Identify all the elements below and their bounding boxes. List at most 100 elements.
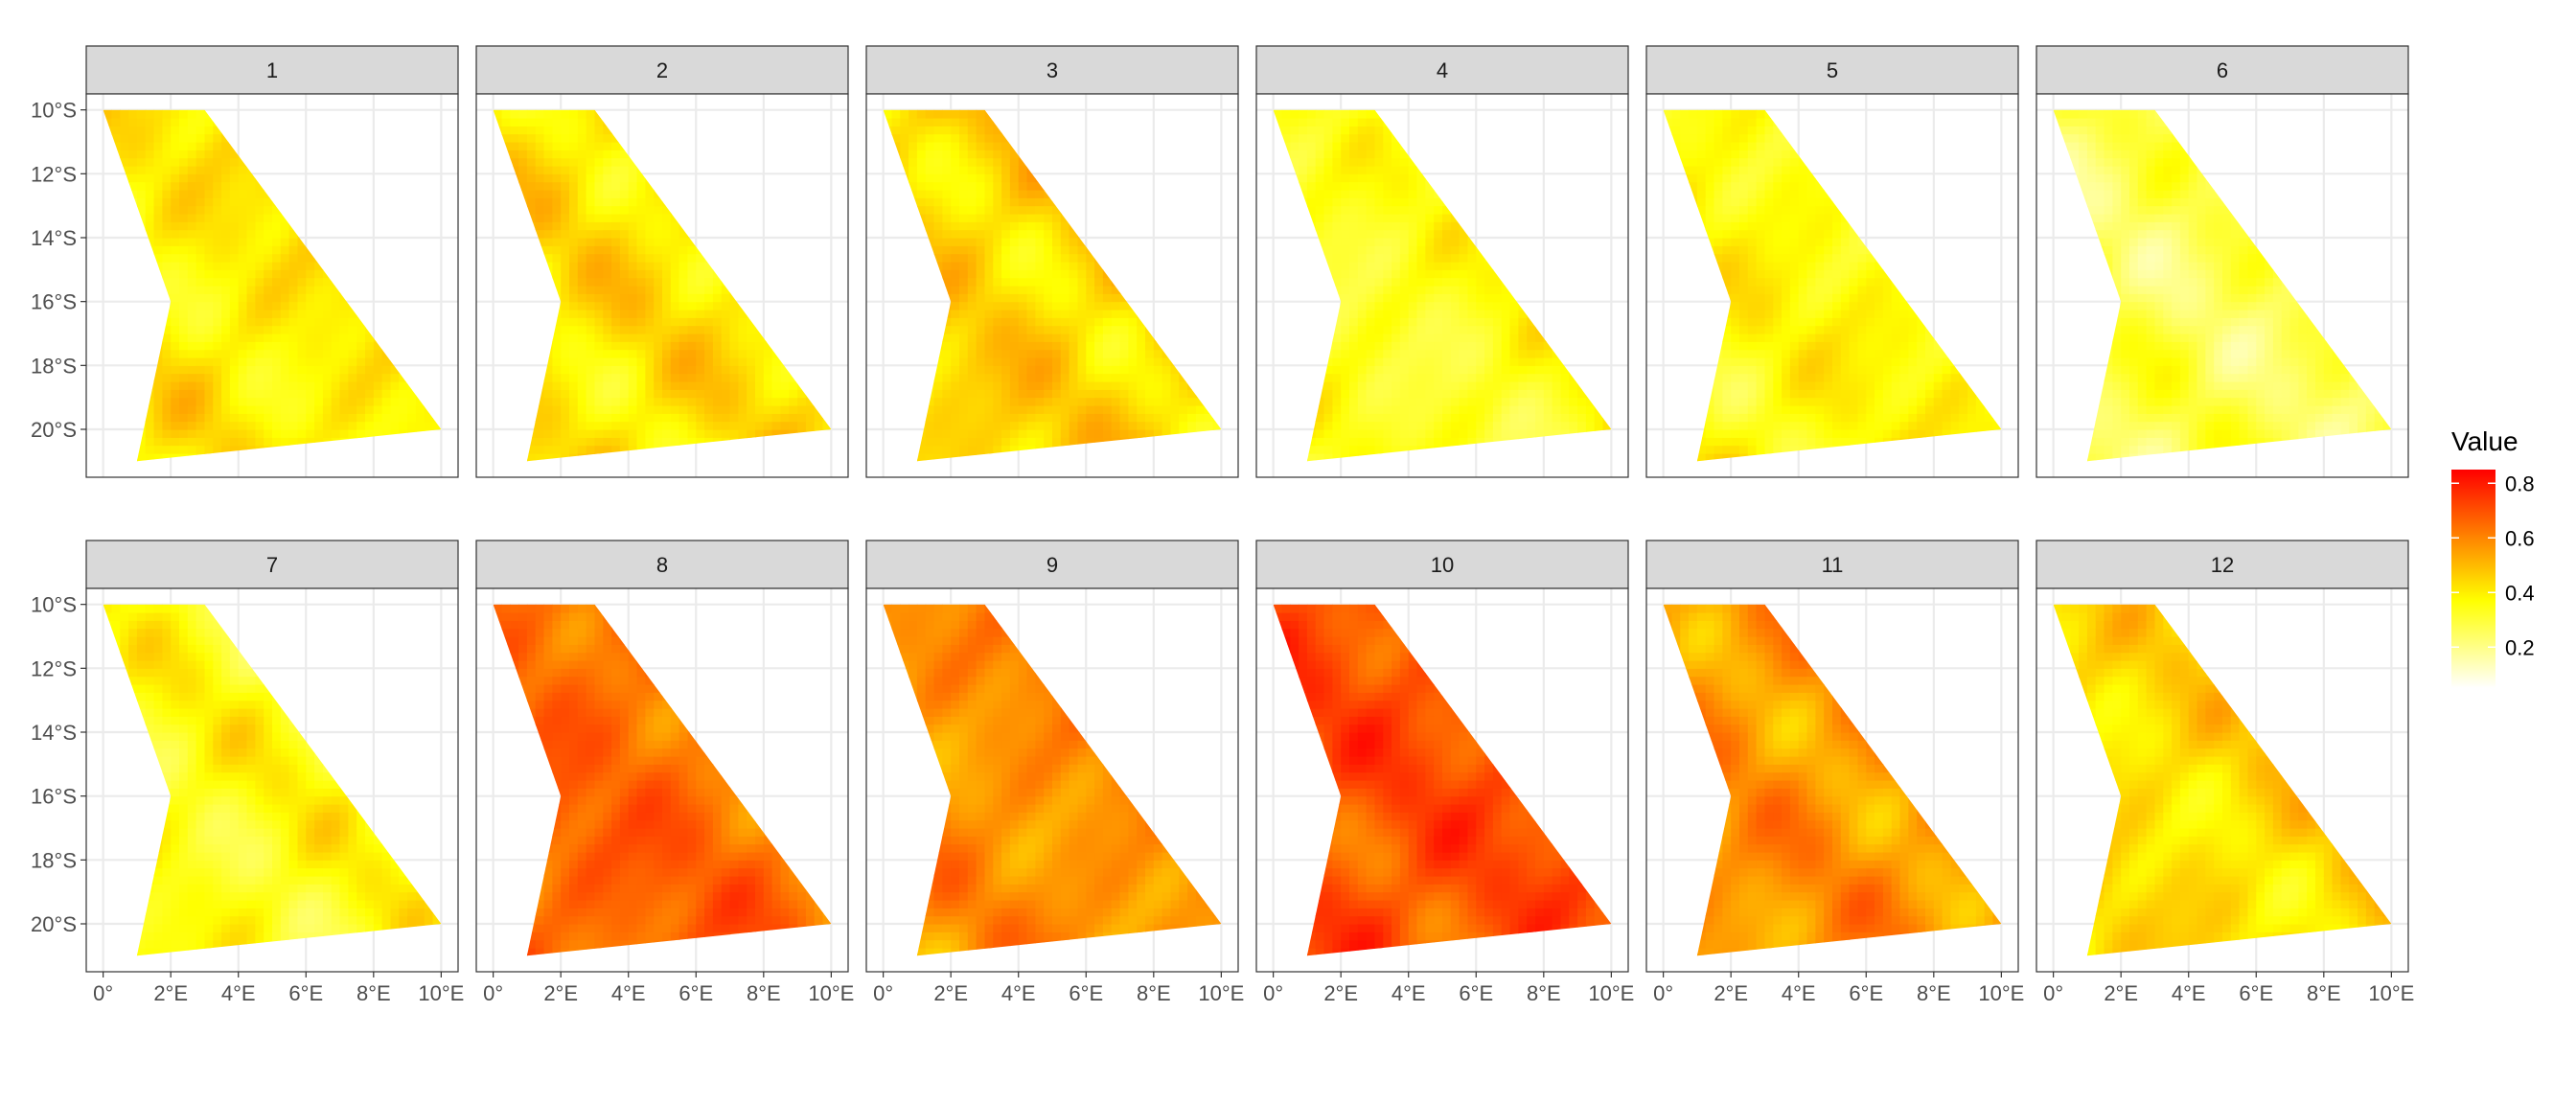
heatmap-cell [1094,341,1104,351]
heatmap-cell [264,325,273,334]
heatmap-cell [959,389,969,399]
heatmap-cell [543,118,553,126]
heatmap-cell [1018,238,1028,246]
heatmap-cell [916,126,927,135]
heatmap-cell [246,181,256,191]
heatmap-cell [356,381,366,390]
heatmap-cell [678,245,688,255]
heatmap-cell [272,221,282,231]
heatmap-cell [552,429,562,438]
heatmap-cell [729,310,739,318]
heatmap-cell [721,397,731,406]
heatmap-cell [933,381,943,390]
heatmap-cell [696,277,705,287]
heatmap-cell [348,429,357,438]
heatmap-cell [1077,397,1087,406]
heatmap-cell [213,229,222,239]
heatmap-cell [1001,365,1011,375]
heatmap-cell [136,205,147,215]
heatmap-cell [586,310,595,318]
heatmap-cell [272,389,282,399]
heatmap-cell [942,142,952,150]
heatmap-cell [908,173,918,183]
heatmap-cell [670,262,680,270]
heatmap-cell [594,365,604,375]
heatmap-cell [967,118,978,126]
heatmap-cell [543,157,553,167]
heatmap-cell [687,429,697,438]
heatmap-cell [984,286,994,294]
heatmap-cell [603,373,612,382]
heatmap-cell [288,413,298,423]
heatmap-cell [619,197,630,207]
heatmap-cell [976,301,985,310]
heatmap-cell [959,190,969,198]
heatmap-cell [1060,381,1070,390]
heatmap-cell [264,357,273,366]
heatmap-cell [951,293,960,303]
heatmap-cell [535,173,545,183]
heatmap-cell [628,197,638,207]
heatmap-cell [704,365,714,375]
heatmap-cell [662,301,672,310]
heatmap-cell [204,269,214,279]
heatmap-cell [1094,349,1104,358]
heatmap-cell [662,381,672,390]
heatmap-cell [1137,317,1146,327]
heatmap-cell [662,310,672,318]
heatmap-cell [611,269,621,279]
heatmap-cell [552,269,562,279]
heatmap-cell [951,429,960,438]
heatmap-cell [264,221,273,231]
heatmap-cell [1153,389,1163,399]
heatmap-cell [1077,286,1087,294]
heatmap-cell [187,181,197,191]
heatmap-cell [586,317,595,327]
heatmap-cell [1018,221,1028,231]
heatmap-cell [755,381,765,390]
heatmap-cell [780,373,790,382]
heatmap-cell [213,341,222,351]
heatmap-cell [900,126,909,135]
heatmap-cell [246,325,256,334]
heatmap-cell [1119,334,1129,342]
heatmap-cell [1069,310,1078,318]
heatmap-cell [153,181,163,191]
heatmap-cell [976,126,985,135]
heatmap-cell [162,381,172,390]
heatmap-cell [780,413,790,423]
heatmap-cell [1060,269,1070,279]
heatmap-cell [213,317,222,327]
heatmap-cell [390,429,400,438]
heatmap-cell [925,214,935,222]
heatmap-cell [1077,373,1087,382]
heatmap-cell [1044,349,1053,358]
heatmap-cell [577,221,587,231]
heatmap-cell [322,373,333,382]
heatmap-cell [179,397,189,406]
heatmap-cell [280,325,290,334]
heatmap-cell [993,357,1002,366]
heatmap-cell [636,357,646,366]
heatmap-cell [390,413,400,423]
heatmap-cell [272,325,282,334]
heatmap-cell [586,421,595,430]
heatmap-cell [1111,301,1121,310]
heatmap-cell [993,437,1002,447]
heatmap-cell [1001,389,1011,399]
heatmap-cell [407,421,417,430]
heatmap-cell [942,238,952,246]
heatmap-cell [1069,357,1078,366]
heatmap-cell [255,397,264,406]
heatmap-cell [213,126,222,135]
heatmap-cell [586,262,595,270]
heatmap-cell [153,365,163,375]
heatmap-cell [356,389,366,399]
heatmap-cell [1145,397,1155,406]
heatmap-cell [577,109,587,119]
heatmap-cell [687,334,697,342]
facet-strip [865,45,1239,95]
heatmap-cell [187,349,197,358]
heatmap-cell [984,214,994,222]
heatmap-cell [603,173,612,183]
